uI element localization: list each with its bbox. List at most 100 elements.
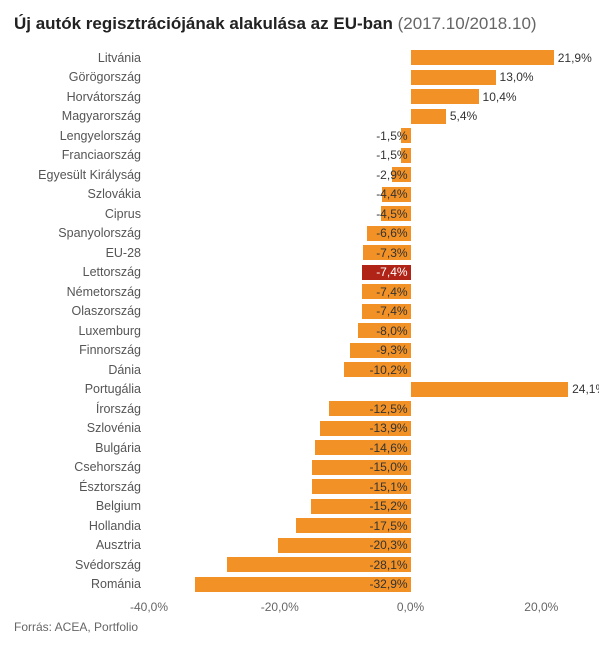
bar-track: -7,4%: [149, 265, 574, 280]
category-label: Horvátország: [14, 90, 149, 104]
bar-row: Belgium -15,2%: [14, 497, 574, 517]
category-label: Belgium: [14, 499, 149, 513]
bar-track: 13,0%: [149, 70, 574, 85]
x-axis: -40,0% -20,0% 0,0% 20,0%: [14, 598, 574, 618]
bar-track: 21,9%: [149, 50, 574, 65]
category-label: Ausztria: [14, 538, 149, 552]
bar-value-label: -10,2%: [370, 363, 408, 377]
category-label: Dánia: [14, 363, 149, 377]
bar-track: -10,2%: [149, 362, 574, 377]
chart-title: Új autók regisztrációjának alakulása az …: [14, 14, 585, 34]
bar-track: 10,4%: [149, 89, 574, 104]
bar-track: -4,4%: [149, 187, 574, 202]
bar-row: Olaszország-7,4%: [14, 302, 574, 322]
category-label: Finnország: [14, 343, 149, 357]
bar-row: Románia -32,9%: [14, 575, 574, 595]
category-label: Franciaország: [14, 148, 149, 162]
bar-row: Csehország -15,0%: [14, 458, 574, 478]
bar-track: -15,2%: [149, 499, 574, 514]
chart-title-light: (2017.10/2018.10): [398, 14, 537, 33]
bar-row: Litvánia21,9%: [14, 48, 574, 68]
bar-value-label: -20,3%: [370, 538, 408, 552]
category-label: Lengyelország: [14, 129, 149, 143]
bar-row: Dánia -10,2%: [14, 360, 574, 380]
category-label: Hollandia: [14, 519, 149, 533]
category-label: Svédország: [14, 558, 149, 572]
plot-area: Litvánia21,9%Görögország13,0%Horvátorszá…: [14, 48, 574, 618]
bar-value-label: -7,4%: [376, 304, 407, 318]
bar-value-label: -15,2%: [370, 499, 408, 513]
bar-value-label: 13,0%: [500, 70, 534, 84]
bar-track: -7,4%: [149, 304, 574, 319]
bar-row: Ausztria -20,3%: [14, 536, 574, 556]
category-label: Szlovákia: [14, 187, 149, 201]
bar-value-label: 10,4%: [483, 90, 517, 104]
bar-track: -8,0%: [149, 323, 574, 338]
category-label: Bulgária: [14, 441, 149, 455]
bar: [411, 382, 569, 397]
category-label: EU-28: [14, 246, 149, 260]
bar-row: Görögország13,0%: [14, 68, 574, 88]
category-label: Spanyolország: [14, 226, 149, 240]
bar: [411, 70, 496, 85]
bar-value-label: -9,3%: [376, 343, 407, 357]
bar-row: Svédország -28,1%: [14, 555, 574, 575]
category-label: Csehország: [14, 460, 149, 474]
x-tick-label: -20,0%: [261, 600, 299, 614]
bar-value-label: -14,6%: [370, 441, 408, 455]
bar-row: Magyarország5,4%: [14, 107, 574, 127]
bar-track: -7,3%: [149, 245, 574, 260]
bar-value-label: -1,5%: [376, 148, 407, 162]
bar-row: Luxemburg-8,0%: [14, 321, 574, 341]
bar-track: -15,1%: [149, 479, 574, 494]
bar-track: -6,6%: [149, 226, 574, 241]
bar-row: Egyesült Királyság -2,9%: [14, 165, 574, 185]
bar-value-label: 24,1%: [572, 382, 599, 396]
category-label: Luxemburg: [14, 324, 149, 338]
bar-track: -4,5%: [149, 206, 574, 221]
bar-value-label: -28,1%: [370, 558, 408, 572]
x-tick-label: 20,0%: [524, 600, 558, 614]
bar-track: -1,5%: [149, 128, 574, 143]
bar-row: Horvátország 10,4%: [14, 87, 574, 107]
bar-track: -32,9%: [149, 577, 574, 592]
bar-value-label: -7,3%: [376, 246, 407, 260]
bar-row: Portugália24,1%: [14, 380, 574, 400]
bar-track: -15,0%: [149, 460, 574, 475]
chart-title-bold: Új autók regisztrációjának alakulása az …: [14, 14, 393, 33]
chart-source: Forrás: ACEA, Portfolio: [14, 620, 574, 634]
bar-value-label: -17,5%: [370, 519, 408, 533]
bar-value-label: -32,9%: [370, 577, 408, 591]
bar-value-label: 21,9%: [558, 51, 592, 65]
bar-track: -9,3%: [149, 343, 574, 358]
bar-row: Franciaország -1,5%: [14, 146, 574, 166]
bar-value-label: -15,0%: [370, 460, 408, 474]
category-label: Magyarország: [14, 109, 149, 123]
category-label: Románia: [14, 577, 149, 591]
bar: [411, 89, 479, 104]
bar-track: 5,4%: [149, 109, 574, 124]
bar-track: -20,3%: [149, 538, 574, 553]
bar-track: -2,9%: [149, 167, 574, 182]
bar-row: Lengyelország-1,5%: [14, 126, 574, 146]
bar-row: Írország-12,5%: [14, 399, 574, 419]
bar-row: Szlovénia-13,9%: [14, 419, 574, 439]
bar-row: Spanyolország-6,6%: [14, 224, 574, 244]
bar-row: EU-28 -7,3%: [14, 243, 574, 263]
x-tick-label: 0,0%: [397, 600, 424, 614]
x-axis-ticks: -40,0%-20,0%0,0%20,0%: [149, 598, 574, 618]
category-label: Németország: [14, 285, 149, 299]
bar-track: -17,5%: [149, 518, 574, 533]
bar-value-label: -2,9%: [376, 168, 407, 182]
category-label: Litvánia: [14, 51, 149, 65]
bar-value-label: -13,9%: [370, 421, 408, 435]
x-tick-label: -40,0%: [130, 600, 168, 614]
bar-track: -7,4%: [149, 284, 574, 299]
category-label: Portugália: [14, 382, 149, 396]
bar-row: Ciprus-4,5%: [14, 204, 574, 224]
category-label: Egyesült Királyság: [14, 168, 149, 182]
bar-row: Németország-7,4%: [14, 282, 574, 302]
bar-value-label: -4,4%: [376, 187, 407, 201]
bar-track: -1,5%: [149, 148, 574, 163]
category-label: Írország: [14, 402, 149, 416]
